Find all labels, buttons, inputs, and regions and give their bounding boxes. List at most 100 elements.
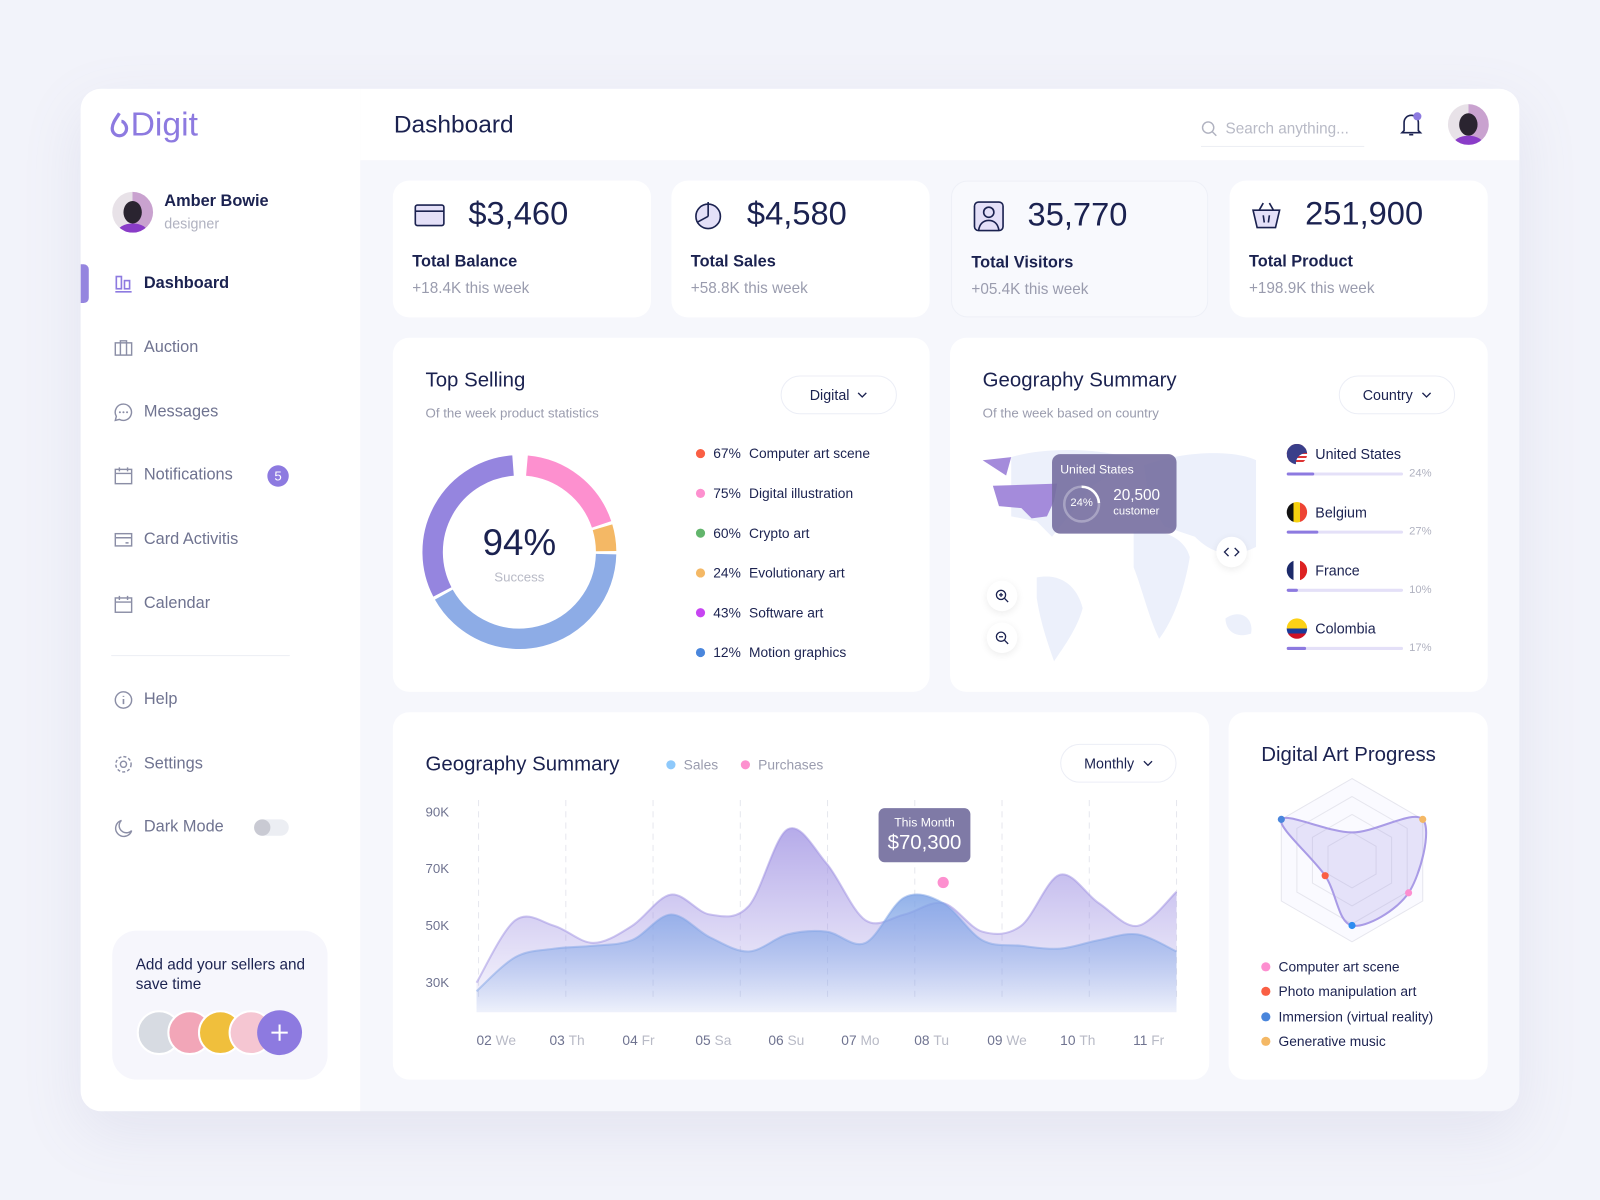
ring-progress [1063, 485, 1101, 523]
nav-label: Messages [143, 403, 219, 421]
us-flag [1286, 443, 1308, 465]
chevron-down-icon [858, 392, 868, 398]
add-seller-button[interactable] [257, 1010, 303, 1056]
sidebar-item-notifications[interactable]: Notifications [113, 463, 233, 487]
tooltip-country: United States [1060, 462, 1134, 477]
sidebar-item-calendar[interactable]: Calendar [113, 592, 210, 616]
country-row[interactable]: United States 24% [1286, 443, 1440, 502]
legend-dot [1261, 961, 1271, 971]
bar-chart-icon [115, 275, 132, 293]
country-progress-bar [1286, 588, 1404, 592]
period-dropdown[interactable]: Monthly [1060, 743, 1177, 783]
legend-label: Purchases [758, 756, 824, 772]
us-region[interactable] [992, 483, 1058, 519]
legend-label: Generative music [1278, 1033, 1386, 1049]
dark-mode-toggle[interactable] [254, 819, 289, 836]
stat-card[interactable]: 251,900 Total Product +198.9K this week [1229, 180, 1488, 318]
brand-name: Digit [130, 105, 198, 143]
x-tick-label: 02 We [477, 1033, 517, 1048]
legend-purchases: Purchases [740, 755, 824, 773]
country-row[interactable]: France 10% [1286, 560, 1440, 618]
tooltip-marker[interactable] [934, 873, 952, 892]
legend-label: Photo manipulation art [1278, 983, 1417, 999]
legend-item: 67% Computer art scene [695, 444, 870, 462]
tooltip-value: $70,300 [887, 831, 962, 855]
area-chart: 90K 70K 50K 30K 02 We 03 Th 04 Fr 05 Sa 06 Su 07 … [426, 799, 1178, 1048]
legend-label: Immersion (virtual reality) [1278, 1008, 1434, 1024]
zoom-out-button[interactable] [986, 622, 1018, 654]
chevron-down-icon [1142, 760, 1153, 767]
sidebar-item-auction[interactable]: Auction [113, 336, 198, 360]
geography-card: Geography Summary Of the week based on c… [949, 337, 1488, 692]
nav-label: Notifications [143, 466, 233, 484]
legend-pct: 43% [713, 604, 741, 620]
legend-label: Computer art scene [749, 445, 870, 461]
country-row[interactable]: Colombia 17% [1286, 618, 1440, 676]
radar-chart [1277, 777, 1428, 943]
country-pct: 27% [1409, 525, 1432, 538]
category-dropdown[interactable]: Digital [780, 375, 897, 415]
sidebar-item-dashboard[interactable]: Dashboard [113, 271, 229, 295]
sidebar-item-settings[interactable]: Settings [113, 752, 203, 776]
promo-card: Add add your sellers and save time [112, 930, 328, 1080]
active-indicator [80, 264, 89, 304]
stat-card[interactable]: $3,460 Total Balance +18.4K this week [392, 180, 652, 318]
map-pan-button[interactable] [1216, 536, 1247, 568]
zoom-in-button[interactable] [986, 580, 1018, 612]
search-input[interactable]: Search anything... [1201, 111, 1365, 147]
sidebar-item-dark-mode: Dark Mode [113, 815, 224, 839]
country-dropdown[interactable]: Country [1338, 375, 1456, 415]
dropdown-value: Digital [809, 386, 850, 404]
avatar-photo [117, 201, 148, 233]
notification-badge: 5 [267, 465, 289, 487]
donut-segment[interactable] [592, 524, 617, 552]
tooltip-unit: customer [1113, 505, 1160, 518]
donut-segment[interactable] [434, 553, 617, 649]
zoom-in-icon [995, 589, 1009, 603]
legend-item: Computer art scene [1261, 957, 1433, 975]
donut-segment[interactable] [422, 455, 515, 597]
stat-change: +198.9K this week [1248, 279, 1375, 297]
belgium-flag [1286, 502, 1308, 523]
nav-label: Auction [143, 338, 199, 357]
area-series-1 [476, 894, 1177, 1013]
chart-tooltip: This Month $70,300 [878, 808, 971, 863]
sidebar-item-messages[interactable]: Messages [113, 400, 218, 424]
header-avatar[interactable] [1447, 104, 1489, 145]
sidebar-item-help[interactable]: Help [113, 688, 177, 712]
calendar-icon [114, 467, 133, 485]
stat-label: Total Sales [690, 253, 776, 271]
radar-point[interactable] [1419, 815, 1427, 823]
tooltip-progress-ring [1063, 485, 1101, 523]
legend-label: Evolutionary art [749, 564, 845, 581]
stat-card[interactable]: 35,770 Total Visitors +05.4K this week [951, 180, 1209, 318]
legend-item: Photo manipulation art [1261, 982, 1433, 1000]
user-avatar[interactable] [112, 191, 154, 233]
legend-item: 75% Digital illustration [695, 484, 870, 502]
legend-pct: 24% [713, 564, 741, 581]
page-title: Dashboard [393, 111, 514, 139]
x-tick-label: 08 Tu [914, 1033, 949, 1048]
nav-label: Calendar [143, 594, 211, 613]
zoom-out-icon [995, 631, 1009, 645]
x-tick-label: 11 Fr [1133, 1033, 1165, 1048]
legend-item: 24% Evolutionary art [695, 563, 870, 581]
radar-point[interactable] [1348, 921, 1356, 930]
country-row[interactable]: Belgium 27% [1286, 502, 1440, 560]
stat-card[interactable]: $4,580 Total Sales +58.8K this week [671, 180, 930, 318]
drop-logo-icon [110, 112, 129, 138]
radar-point[interactable] [1321, 872, 1329, 880]
header: Dashboard Search anything... [360, 88, 1520, 161]
legend-sales: Sales [666, 755, 718, 773]
country-progress-bar [1286, 472, 1404, 476]
donut-segment[interactable] [525, 455, 612, 528]
country-pct: 17% [1409, 641, 1432, 655]
sidebar: Digit Amber Bowie designer Dashboard Auc… [80, 88, 361, 1112]
sidebar-item-card-activitis[interactable]: Card Activitis [113, 528, 238, 552]
logo[interactable]: Digit [110, 105, 198, 144]
legend-label: Crypto art [749, 524, 810, 541]
radar-point[interactable] [1405, 889, 1413, 897]
radar-point[interactable] [1277, 815, 1285, 823]
notifications-button[interactable] [1399, 111, 1423, 138]
country-progress-bar [1286, 530, 1404, 534]
